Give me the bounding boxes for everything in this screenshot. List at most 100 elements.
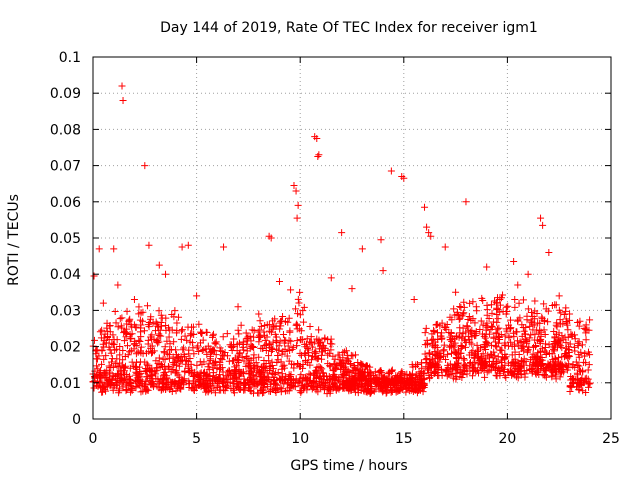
data-point (148, 331, 156, 339)
data-point (511, 348, 519, 356)
data-point (284, 379, 292, 387)
data-point (326, 376, 334, 384)
x-tick-label: 25 (602, 431, 620, 447)
data-point (438, 334, 446, 342)
data-point (460, 356, 468, 364)
data-point (571, 363, 579, 371)
data-point (204, 363, 212, 371)
data-point (375, 368, 383, 376)
data-point (321, 382, 329, 390)
data-point (381, 375, 389, 383)
data-point (423, 223, 431, 231)
data-point (93, 355, 101, 363)
data-point (148, 368, 156, 376)
data-point (256, 317, 264, 325)
data-point (270, 376, 278, 384)
data-point (245, 361, 253, 369)
data-point (538, 345, 546, 353)
data-point (579, 387, 587, 395)
data-point (317, 364, 325, 372)
data-point (175, 313, 183, 321)
data-point (241, 386, 249, 394)
data-point (239, 343, 247, 351)
data-point (148, 348, 156, 356)
data-point (485, 357, 493, 365)
data-point (235, 330, 243, 338)
data-point (515, 299, 523, 307)
data-point (218, 356, 226, 364)
data-point (157, 319, 165, 327)
data-point (238, 353, 246, 361)
data-point (388, 366, 396, 374)
data-point (483, 263, 491, 271)
data-point (482, 346, 490, 353)
data-point (315, 151, 323, 159)
data-point (501, 361, 509, 369)
data-point (98, 326, 106, 334)
data-point (105, 376, 113, 384)
data-point (308, 356, 316, 364)
x-axis-label: GPS time / hours (290, 458, 407, 474)
data-point (135, 310, 143, 318)
data-point (422, 363, 430, 371)
data-point (407, 379, 415, 387)
data-point (323, 372, 331, 380)
data-point (582, 389, 590, 397)
data-point (428, 336, 436, 344)
data-point (447, 349, 455, 357)
data-point (350, 380, 358, 388)
data-point (550, 337, 558, 345)
data-point (257, 333, 265, 341)
data-point (497, 362, 505, 370)
data-point (517, 345, 525, 353)
data-point (537, 328, 545, 336)
data-point (555, 340, 563, 348)
data-point (119, 347, 127, 355)
data-point (552, 301, 560, 309)
data-point (479, 321, 487, 329)
data-point (253, 377, 261, 385)
data-point (293, 325, 301, 333)
y-tick-label: 0.04 (50, 267, 81, 283)
data-point (304, 345, 312, 353)
data-point (244, 333, 252, 341)
data-point (98, 360, 106, 368)
data-point (389, 377, 397, 385)
data-point (262, 346, 270, 354)
data-point (508, 342, 516, 350)
x-tick-label: 15 (395, 431, 413, 447)
data-point (307, 377, 315, 385)
data-point (120, 369, 128, 377)
y-axis-label: ROTI / TECUs (6, 194, 22, 286)
data-point (315, 345, 323, 353)
data-point (141, 162, 149, 170)
data-point (343, 356, 351, 364)
data-point (332, 386, 340, 394)
data-point (526, 322, 534, 330)
data-point (529, 321, 537, 329)
data-point (338, 229, 346, 237)
data-point (232, 366, 240, 374)
data-point (463, 363, 471, 371)
data-point (584, 348, 592, 356)
data-point (146, 377, 154, 385)
data-point (482, 338, 490, 346)
data-point (224, 375, 232, 383)
data-point (313, 134, 321, 142)
data-point (387, 167, 395, 175)
data-point (90, 272, 98, 280)
data-point (176, 384, 184, 392)
data-point (157, 332, 165, 340)
data-point (344, 369, 352, 376)
data-point (285, 387, 293, 395)
data-point (469, 372, 477, 380)
data-point (268, 346, 276, 354)
data-point (152, 337, 160, 345)
data-point (135, 371, 143, 379)
data-point (536, 338, 544, 346)
data-point (547, 360, 555, 368)
data-point (155, 307, 163, 315)
data-point (271, 315, 279, 323)
data-point (448, 370, 456, 378)
data-point (576, 366, 584, 374)
